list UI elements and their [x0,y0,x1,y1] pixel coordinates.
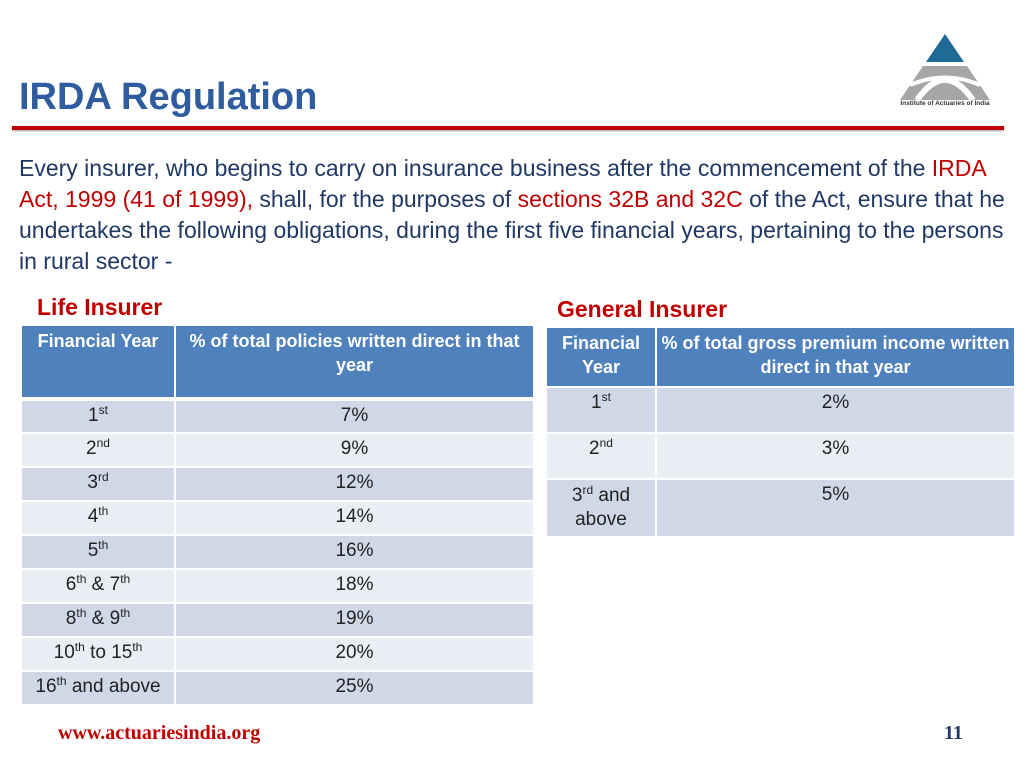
year-text: and above [66,676,161,697]
year-text: 16 [35,676,57,697]
financial-year-cell: 6th & 7th [20,568,176,604]
ordinal-suffix: st [601,390,611,404]
year-text: 1 [88,405,99,426]
percentage-cell: 5% [655,478,1016,538]
year-text: 1 [591,392,602,413]
footer-website-link[interactable]: www.actuariesindia.org [58,722,261,744]
intro-text: of the Act, ensure that he undertakes th… [19,186,1005,274]
logo-text: Institute of Actuaries of India [900,100,990,107]
percentage-cell: 14% [174,500,535,536]
table-row: 1st 2% [545,386,1016,434]
financial-year-cell: 3rd [20,466,176,502]
financial-year-cell: 5th [20,534,176,570]
table-row: 1st 7% [20,397,535,434]
ordinal-suffix: th [74,640,85,654]
table-row: 10th to 15th 20% [20,636,535,672]
ordinal-suffix: th [56,674,67,688]
year-text: 3 [571,485,583,506]
ordinal-suffix: st [98,403,108,417]
financial-year-cell: 1st [545,386,657,434]
life-insurer-table: Financial Year% of total policies writte… [20,324,535,706]
table-row: 2nd 9% [20,432,535,468]
table-row: 3rd 12% [20,466,535,502]
financial-year-cell: 16th and above [20,670,176,706]
year-text: 2 [589,438,600,459]
ordinal-suffix: nd [96,436,110,450]
year-text: 6 [65,574,77,595]
financial-year-cell: 4th [20,500,176,536]
ordinal-suffix: th [120,572,131,586]
act-reference: IRDA Act, 1999 (41 of 1999), [19,155,986,212]
year-text: 10 [53,642,75,663]
ordinal-suffix: th [76,606,87,620]
table-row: 5th 16% [20,534,535,570]
ordinal-suffix: th [98,504,109,518]
intro-paragraph: Every insurer, who begins to carry on in… [19,153,1019,277]
year-text: 2 [86,438,97,459]
general-insurer-table: Financial Year% of total gross premium i… [545,326,1016,538]
year-text: and above [575,485,631,530]
table-row: 8th & 9th 19% [20,602,535,638]
page-title: IRDA Regulation [19,76,318,118]
financial-year-cell: 10th to 15th [20,636,176,672]
table-row: 16th and above 25% [20,670,535,706]
year-text: 4 [87,506,99,527]
percentage-cell: 9% [174,432,535,468]
financial-year-cell: 2nd [20,432,176,468]
percentage-cell: 25% [174,670,535,706]
percentage-cell: 2% [655,386,1016,434]
intro-text: shall, for the purposes of [253,186,518,212]
header-percent: % of total gross premium income written … [655,326,1016,388]
percentage-cell: 19% [174,602,535,638]
table-row: 4th 14% [20,500,535,536]
life-insurer-heading: Life Insurer [37,294,163,320]
table-row: 3rd and above 5% [545,478,1016,538]
year-text: & 7 [86,574,121,595]
financial-year-cell: 1st [20,397,176,434]
header-financial-year: Financial Year [545,326,657,388]
header-percent: % of total policies written direct in th… [174,324,535,400]
ordinal-suffix: th [98,538,109,552]
ordinal-suffix: rd [582,483,594,497]
financial-year-cell: 8th & 9th [20,602,176,638]
header-financial-year: Financial Year [20,324,176,400]
ordinal-suffix: rd [97,470,109,484]
institute-logo-icon [900,34,990,102]
year-text: 8 [65,608,77,629]
percentage-cell: 16% [174,534,535,570]
table-row: 6th & 7th 18% [20,568,535,604]
ordinal-suffix: th [76,572,87,586]
percentage-cell: 7% [174,397,535,434]
financial-year-cell: 2nd [545,432,657,480]
ordinal-suffix: th [120,606,131,620]
year-text: 5 [87,540,99,561]
ordinal-suffix: th [132,640,143,654]
financial-year-cell: 3rd and above [545,478,657,538]
ordinal-suffix: nd [599,436,613,450]
year-text: & 9 [86,608,121,629]
year-text: to 15 [84,642,133,663]
percentage-cell: 20% [174,636,535,672]
page-number: 11 [944,722,963,744]
sections-reference: sections 32B and 32C [517,186,743,212]
intro-text: Every insurer, who begins to carry on in… [19,155,932,181]
year-text: 3 [87,472,98,493]
percentage-cell: 3% [655,432,1016,480]
percentage-cell: 18% [174,568,535,604]
percentage-cell: 12% [174,466,535,502]
general-insurer-heading: General Insurer [557,296,728,322]
table-row: 2nd 3% [545,432,1016,480]
title-divider [12,126,1004,130]
